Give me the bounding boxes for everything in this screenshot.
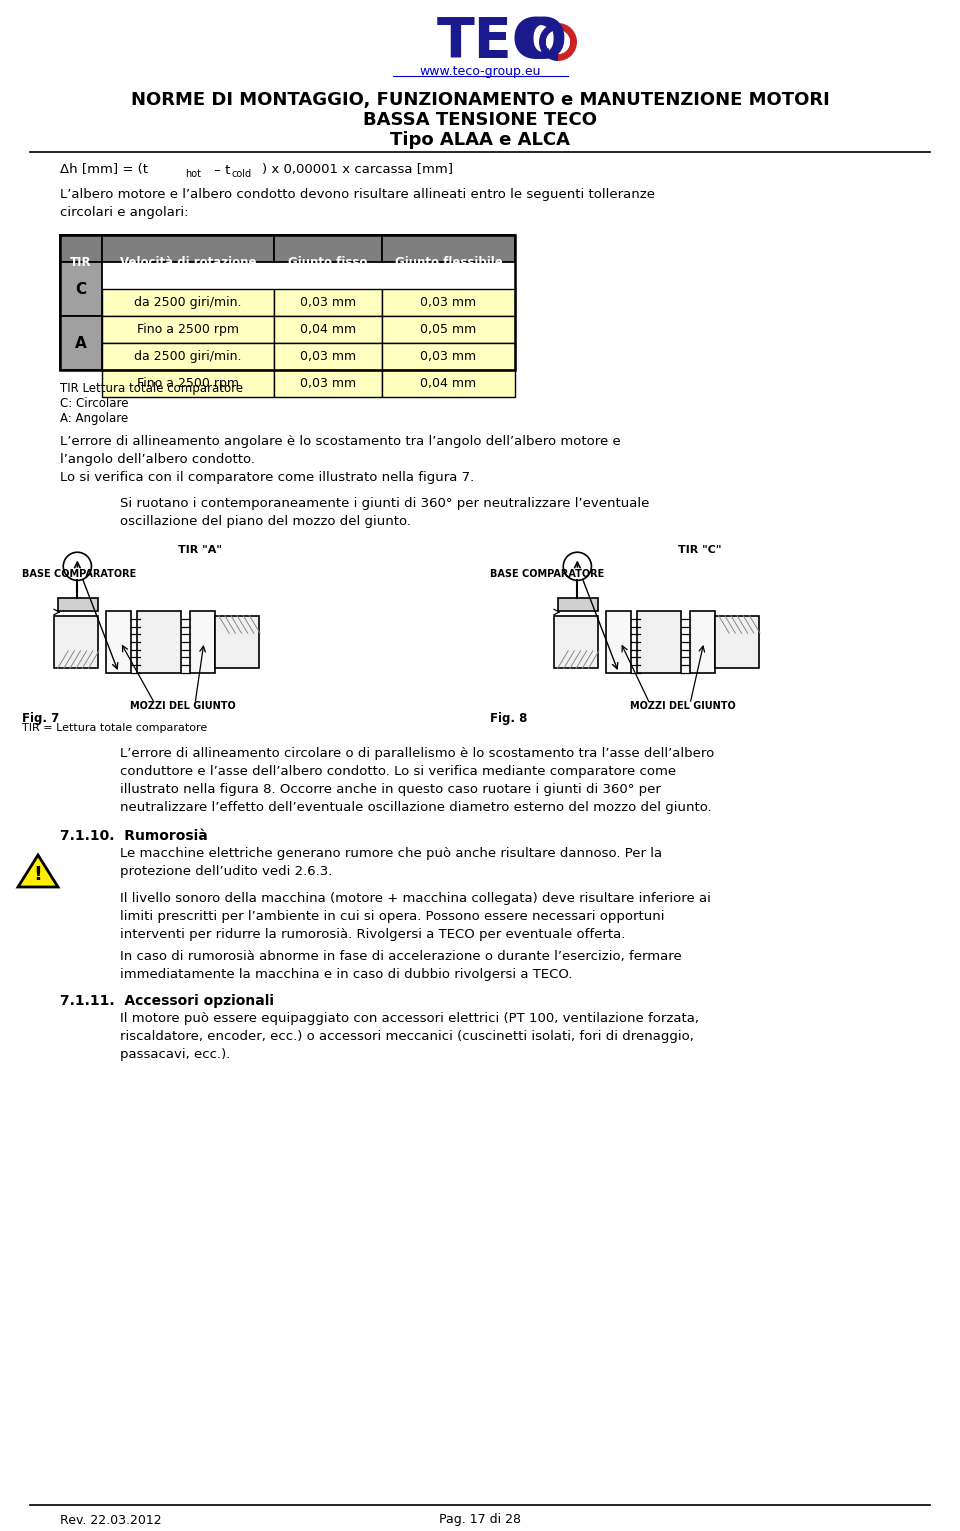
Bar: [107, 611, 131, 672]
Text: ) x 0,00001 x carcassa [mm]: ) x 0,00001 x carcassa [mm]: [262, 164, 453, 176]
Bar: [274, 315, 382, 343]
Text: Il motore può essere equipaggiato con accessori elettrici (PT 100, ventilazione : Il motore può essere equipaggiato con ac…: [120, 1012, 699, 1061]
Text: 0,03 mm: 0,03 mm: [300, 351, 356, 363]
Bar: [102, 371, 274, 397]
Text: BASE COMPARATORE: BASE COMPARATORE: [490, 570, 604, 579]
Bar: [274, 343, 382, 371]
Text: Fino a 2500 rpm: Fino a 2500 rpm: [137, 323, 239, 335]
Text: da 2500 giri/min.: da 2500 giri/min.: [134, 295, 242, 309]
Text: 0,05 mm: 0,05 mm: [420, 323, 476, 335]
Text: A: Angolare: A: Angolare: [60, 412, 129, 426]
Text: MOZZI DEL GIUNTO: MOZZI DEL GIUNTO: [130, 701, 236, 710]
Text: Pag. 17 di 28: Pag. 17 di 28: [439, 1514, 521, 1526]
Text: Giunto fisso: Giunto fisso: [288, 256, 368, 268]
Text: 0,03 mm: 0,03 mm: [300, 295, 356, 309]
Bar: [554, 615, 597, 669]
Wedge shape: [539, 23, 558, 61]
Text: TIR Lettura totale comparatore: TIR Lettura totale comparatore: [60, 383, 243, 395]
Text: NORME DI MONTAGGIO, FUNZIONAMENTO e MANUTENZIONE MOTORI: NORME DI MONTAGGIO, FUNZIONAMENTO e MANU…: [131, 90, 829, 109]
Bar: [607, 611, 631, 672]
Bar: [58, 599, 98, 611]
Text: L’albero motore e l’albero condotto devono risultare allineati entro le seguenti: L’albero motore e l’albero condotto devo…: [60, 188, 655, 219]
Text: L’errore di allineamento circolare o di parallelismo è lo scostamento tra l’asse: L’errore di allineamento circolare o di …: [120, 747, 714, 814]
Text: C: C: [76, 282, 86, 297]
Text: MOZZI DEL GIUNTO: MOZZI DEL GIUNTO: [630, 701, 735, 710]
Text: – t: – t: [210, 164, 230, 176]
Text: Fig. 8: Fig. 8: [490, 712, 527, 726]
Text: 7.1.10.  Rumorosià: 7.1.10. Rumorosià: [60, 828, 207, 844]
Text: 0,03 mm: 0,03 mm: [300, 377, 356, 390]
Text: Rev. 22.03.2012: Rev. 22.03.2012: [60, 1514, 161, 1526]
Text: TEC: TEC: [437, 15, 554, 69]
Text: O: O: [519, 15, 566, 69]
Text: Giunto flessibile: Giunto flessibile: [395, 256, 502, 268]
Bar: [274, 234, 382, 262]
Text: TIR: TIR: [70, 256, 92, 268]
Text: cold: cold: [232, 168, 252, 179]
Bar: [690, 611, 714, 672]
Wedge shape: [558, 23, 577, 61]
Text: Si ruotano i contemporaneamente i giunti di 360° per neutralizzare l’eventuale
o: Si ruotano i contemporaneamente i giunti…: [120, 498, 649, 528]
Text: 0,04 mm: 0,04 mm: [420, 377, 476, 390]
Text: In caso di rumorosià abnorme in fase di accelerazione o durante l’esercizio, fer: In caso di rumorosià abnorme in fase di …: [120, 951, 682, 981]
Bar: [274, 289, 382, 315]
Bar: [714, 615, 758, 669]
Text: C: Circolare: C: Circolare: [60, 397, 129, 410]
Bar: [60, 234, 102, 262]
Text: Fig. 7: Fig. 7: [22, 712, 60, 726]
Text: BASSA TENSIONE TECO: BASSA TENSIONE TECO: [363, 112, 597, 129]
Bar: [102, 289, 274, 315]
Text: Velocità di rotazione: Velocità di rotazione: [120, 256, 256, 268]
Text: 0,03 mm: 0,03 mm: [420, 351, 476, 363]
Bar: [102, 315, 274, 343]
Bar: [382, 315, 515, 343]
Bar: [54, 615, 98, 669]
Bar: [382, 289, 515, 315]
Text: TIR "C": TIR "C": [679, 545, 722, 556]
Bar: [102, 234, 274, 262]
Bar: [102, 343, 274, 371]
Text: BASE COMPARATORE: BASE COMPARATORE: [22, 570, 136, 579]
Bar: [558, 599, 597, 611]
Bar: [60, 262, 102, 315]
Text: www.teco-group.eu: www.teco-group.eu: [420, 66, 540, 78]
Bar: [60, 234, 515, 371]
Bar: [274, 371, 382, 397]
Circle shape: [564, 553, 591, 580]
Text: 0,04 mm: 0,04 mm: [300, 323, 356, 335]
Bar: [382, 343, 515, 371]
Bar: [382, 371, 515, 397]
Text: 7.1.11.  Accessori opzionali: 7.1.11. Accessori opzionali: [60, 994, 274, 1007]
Bar: [190, 611, 215, 672]
Text: Le macchine elettriche generano rumore che può anche risultare dannoso. Per la
p: Le macchine elettriche generano rumore c…: [120, 847, 662, 877]
Text: 0,03 mm: 0,03 mm: [420, 295, 476, 309]
Bar: [382, 234, 515, 262]
Text: TIR = Lettura totale comparatore: TIR = Lettura totale comparatore: [22, 723, 207, 733]
Bar: [637, 611, 682, 672]
Text: hot: hot: [185, 168, 201, 179]
Bar: [137, 611, 181, 672]
Text: da 2500 giri/min.: da 2500 giri/min.: [134, 351, 242, 363]
Text: Tipo ALAA e ALCA: Tipo ALAA e ALCA: [390, 132, 570, 149]
Text: !: !: [34, 865, 42, 883]
Circle shape: [63, 553, 91, 580]
Text: Fino a 2500 rpm: Fino a 2500 rpm: [137, 377, 239, 390]
Bar: [215, 615, 258, 669]
Bar: [60, 315, 102, 371]
Text: TIR "A": TIR "A": [178, 545, 222, 556]
Text: A: A: [75, 335, 86, 351]
Polygon shape: [18, 854, 58, 886]
Text: L’errore di allineamento angolare è lo scostamento tra l’angolo dell’albero moto: L’errore di allineamento angolare è lo s…: [60, 435, 621, 484]
Circle shape: [546, 31, 570, 54]
Text: Δh [mm] = (t: Δh [mm] = (t: [60, 164, 148, 176]
Text: Il livello sonoro della macchina (motore + macchina collegata) deve risultare in: Il livello sonoro della macchina (motore…: [120, 893, 710, 942]
